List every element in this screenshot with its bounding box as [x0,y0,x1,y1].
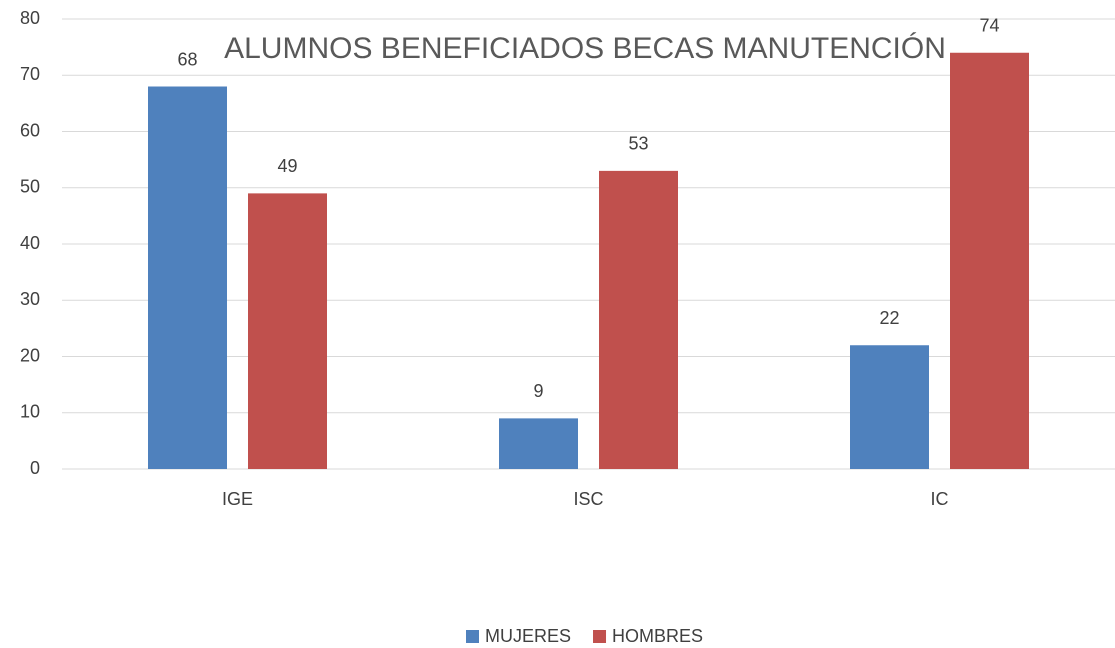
legend-swatch [593,630,607,643]
y-tick-label: 40 [20,233,40,253]
bar [599,170,678,469]
y-tick-label: 70 [20,64,40,84]
bar [148,86,227,469]
bar [850,345,929,469]
value-label: 49 [277,156,297,176]
legend-label: MUJERES [485,626,571,646]
value-label: 53 [628,134,648,154]
x-tick-label: IC [931,489,949,509]
bar [499,418,578,469]
y-tick-label: 0 [30,458,40,478]
y-tick-label: 10 [20,402,40,422]
value-label: 9 [533,381,543,401]
value-label: 22 [879,308,899,328]
chart-title: ALUMNOS BENEFICIADOS BECAS MANUTENCIÓN [224,32,946,65]
value-label: 74 [979,16,999,36]
legend-swatch [466,630,479,643]
x-tick-label: ISC [573,489,603,509]
y-tick-label: 80 [20,8,40,28]
y-tick-label: 60 [20,120,40,140]
bar [248,193,327,469]
bar [950,52,1029,469]
y-tick-label: 50 [20,177,40,197]
x-tick-label: IGE [222,489,253,509]
y-tick-label: 30 [20,289,40,309]
value-label: 68 [177,49,197,69]
y-tick-label: 20 [20,345,40,365]
legend-label: HOMBRES [612,626,703,646]
